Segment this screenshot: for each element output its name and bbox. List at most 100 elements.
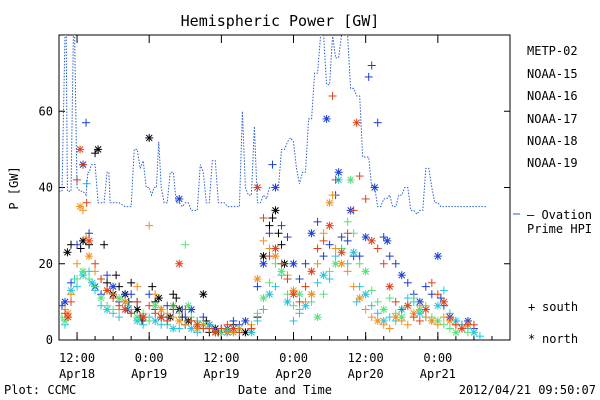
data-point [265, 290, 274, 299]
data-point [409, 313, 418, 322]
data-point [277, 240, 286, 249]
series-noaa-17 [59, 175, 472, 337]
x-tick-time: 12:00 [203, 351, 239, 365]
data-point [397, 316, 406, 325]
x-tick-date: Apr19 [131, 367, 167, 381]
data-point [397, 305, 406, 314]
data-point [403, 320, 412, 329]
data-point [289, 290, 298, 299]
legend-north-label: north [542, 332, 578, 346]
data-point [331, 244, 340, 253]
data-point [199, 290, 208, 299]
data-point [313, 313, 322, 322]
footer-left: Plot: CCMC [4, 383, 76, 397]
data-point [211, 328, 220, 337]
data-point [82, 198, 91, 207]
data-point [403, 301, 412, 310]
data-point [139, 313, 148, 322]
data-point [283, 233, 292, 242]
data-point [469, 320, 478, 329]
data-point [379, 320, 388, 329]
data-point [274, 229, 283, 238]
data-point [364, 72, 373, 81]
x-tick-date: Apr19 [203, 367, 239, 381]
data-point [241, 316, 250, 325]
data-point [175, 259, 184, 268]
data-point [295, 275, 304, 283]
data-point [259, 294, 268, 303]
data-point [427, 278, 436, 287]
data-point [82, 118, 91, 127]
data-point [265, 221, 274, 230]
data-point [361, 267, 370, 276]
data-point [148, 282, 157, 291]
data-point [283, 275, 292, 283]
data-point [229, 316, 238, 325]
data-point [67, 290, 76, 299]
data-point [271, 206, 280, 215]
data-point [73, 275, 82, 283]
data-point [253, 309, 262, 318]
data-point [343, 267, 352, 276]
data-point [307, 290, 316, 299]
data-point [343, 236, 352, 245]
data-point [313, 244, 322, 253]
ovation-hpi-series [59, 35, 486, 216]
data-point [421, 305, 430, 314]
data-point [331, 175, 340, 184]
data-point [175, 316, 184, 325]
data-point [79, 236, 88, 245]
data-point [469, 328, 478, 337]
data-point [355, 259, 364, 268]
data-point [415, 316, 424, 325]
data-point [397, 271, 406, 280]
data-point [61, 316, 70, 325]
x-tick-date: Apr20 [348, 367, 384, 381]
x-axis-label: Date and Time [238, 383, 332, 397]
data-point [385, 282, 394, 291]
x-tick-time: 12:00 [59, 351, 95, 365]
data-point [85, 236, 94, 245]
data-point [325, 275, 334, 283]
data-point [289, 301, 298, 310]
data-point [325, 267, 334, 276]
data-point [64, 313, 73, 322]
data-point [391, 259, 400, 268]
data-point [103, 301, 112, 310]
data-point [415, 301, 424, 310]
data-point [343, 217, 352, 226]
data-point [421, 313, 430, 322]
data-point [100, 240, 109, 249]
data-point [433, 252, 442, 261]
data-point [73, 282, 82, 291]
data-point [259, 259, 268, 268]
data-point [154, 294, 163, 303]
data-point [112, 271, 121, 280]
data-point [475, 332, 484, 340]
x-tick-date: Apr18 [59, 367, 95, 381]
legend-north-symbol: * [528, 332, 535, 346]
data-point [343, 229, 352, 238]
ovation-hpi-line [59, 35, 486, 216]
data-point [361, 194, 370, 203]
footer-right: 2012/04/21 09:50:07 [459, 383, 596, 397]
data-point [385, 252, 394, 261]
data-point [307, 267, 316, 276]
data-point [337, 259, 346, 268]
data-point [277, 267, 286, 276]
data-point [313, 217, 322, 226]
data-point [445, 313, 454, 322]
y-tick-label: 20 [39, 257, 53, 271]
data-point [253, 183, 262, 192]
data-point [121, 297, 130, 306]
data-point [367, 301, 376, 310]
data-point [73, 175, 82, 184]
legend-item-noaa-15: NOAA-15 [527, 67, 578, 81]
legend-ovation-line2: Prime HPI [527, 222, 592, 236]
data-point [325, 221, 334, 230]
data-point [271, 244, 280, 253]
data-point [433, 320, 442, 329]
legend-south-symbol: + [528, 300, 535, 314]
data-point [355, 294, 364, 303]
data-point [67, 278, 76, 287]
